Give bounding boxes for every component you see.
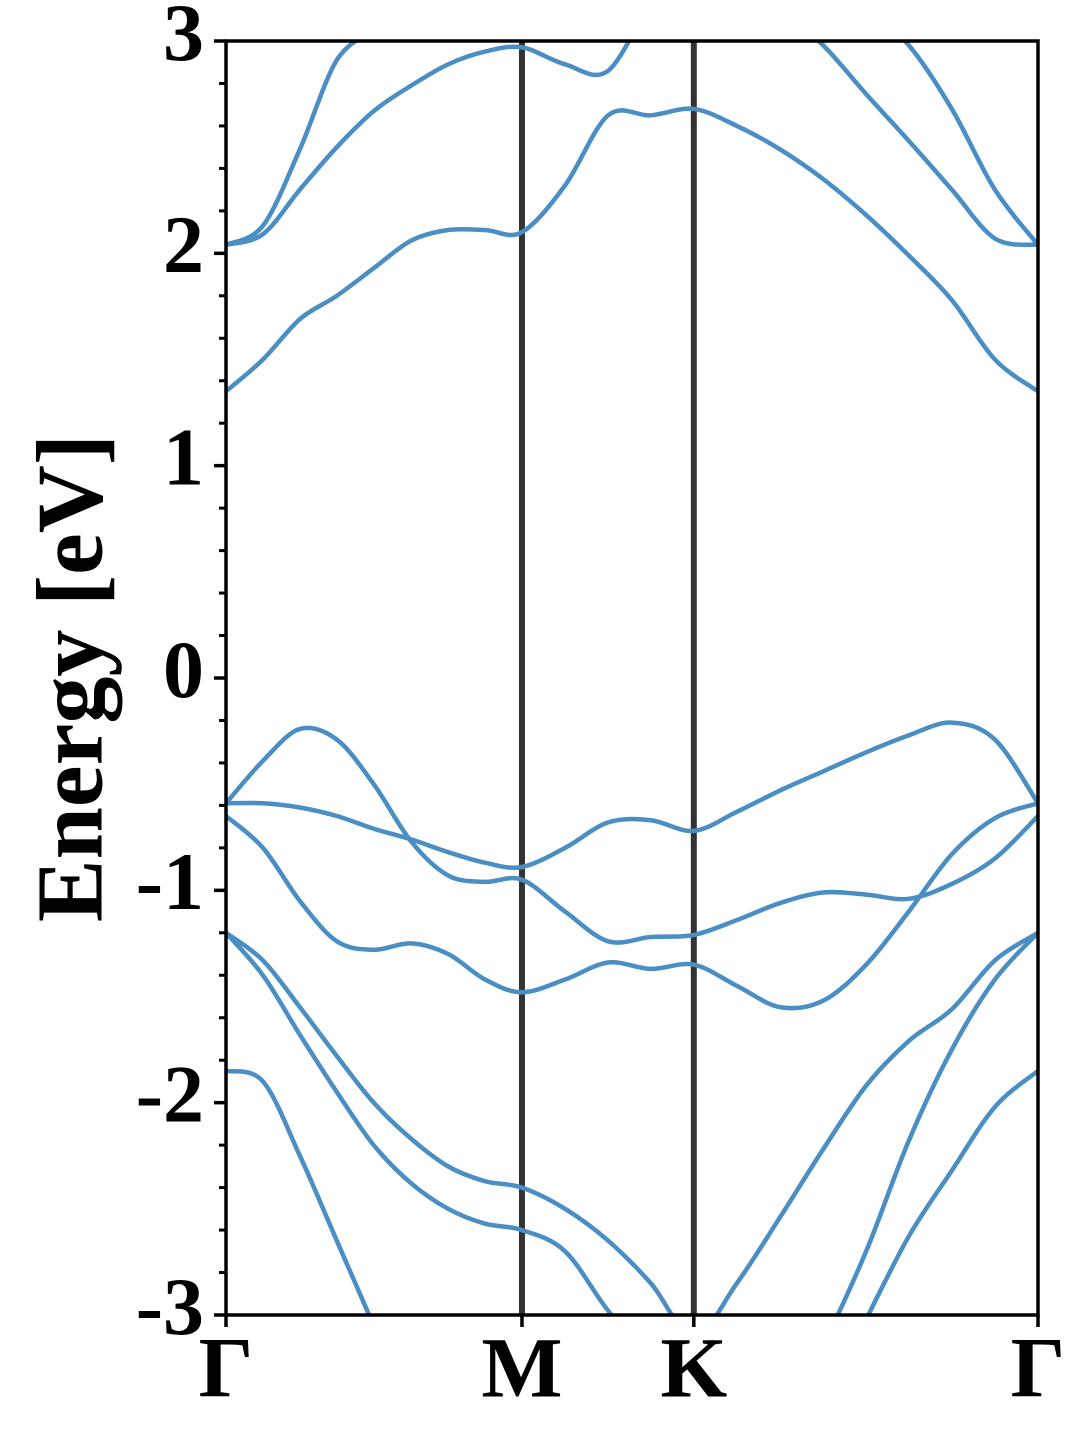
band-line — [226, 720, 1038, 870]
y-tick-label: -2 — [136, 1048, 204, 1139]
x-tick-label: K — [660, 1320, 727, 1416]
x-tick-label: Γ — [1011, 1320, 1066, 1416]
plot-area — [226, 41, 1038, 1315]
band-line — [226, 801, 1038, 1011]
x-tick-label: Γ — [199, 1320, 254, 1416]
y-tick-label: 1 — [163, 411, 204, 502]
y-tick-label: -3 — [136, 1261, 204, 1352]
y-tick-label: 3 — [163, 0, 204, 78]
band-line — [226, 930, 1038, 1315]
band-line — [226, 931, 1038, 1315]
x-tick-label: M — [481, 1320, 562, 1416]
y-axis-label: Energy [eV] — [19, 434, 123, 922]
band-line — [226, 106, 1038, 394]
band-line — [226, 41, 1038, 248]
y-tick-label: 2 — [163, 199, 204, 290]
y-tick-label: 0 — [163, 624, 204, 715]
band-line — [226, 1068, 1038, 1315]
band-line — [226, 41, 1038, 247]
band-line — [226, 725, 1038, 945]
y-tick-label: -1 — [136, 836, 204, 927]
